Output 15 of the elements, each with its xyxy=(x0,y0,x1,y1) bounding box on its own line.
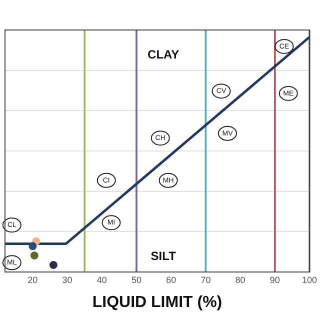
x-tick-label: 90 xyxy=(270,274,280,285)
point xyxy=(49,260,58,269)
x-tick-label: 100 xyxy=(302,274,318,285)
x-axis-title: LIQUID LIMIT (%) xyxy=(92,294,222,311)
x-tick-label: 40 xyxy=(96,274,107,285)
x-tick-label: 20 xyxy=(28,274,38,285)
x-tick-label: 30 xyxy=(62,274,72,285)
annotation: SILT xyxy=(150,249,177,264)
annotation: CLAY xyxy=(148,48,180,62)
point xyxy=(28,242,37,250)
x-tick-label: 70 xyxy=(200,274,211,285)
x-tick-label: 80 xyxy=(235,274,246,285)
x-tick-label: 60 xyxy=(166,274,176,285)
x-tick-label: 50 xyxy=(131,274,142,285)
point xyxy=(30,252,38,260)
